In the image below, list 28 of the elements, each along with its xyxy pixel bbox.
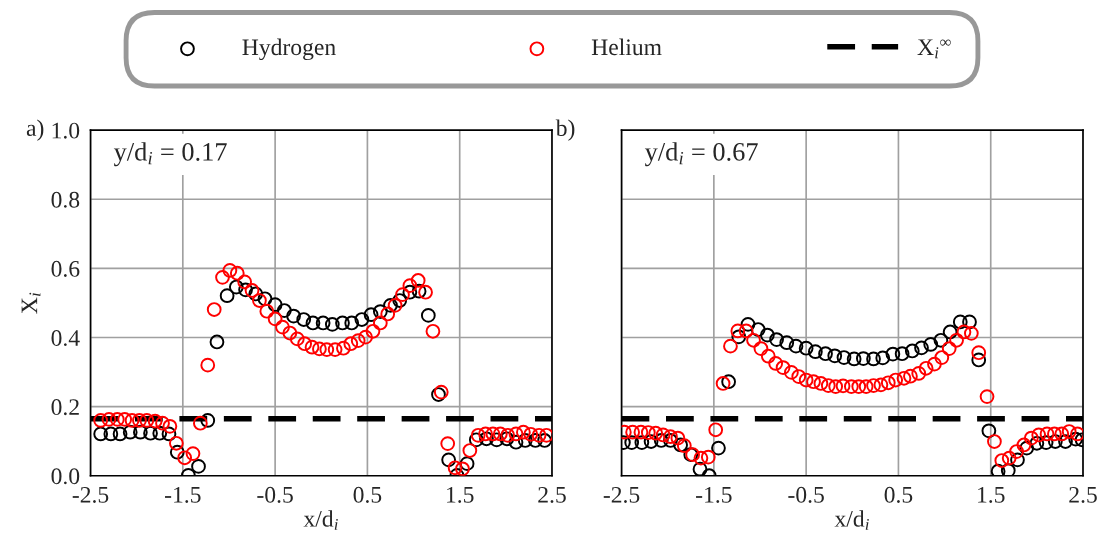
x-tick-label: 1.5 xyxy=(978,486,1005,503)
x-tick-label: 0.5 xyxy=(353,486,382,503)
y-tick-label: 0.8 xyxy=(51,191,80,208)
y-tick-label: 1.0 xyxy=(52,122,80,139)
x-tick-label: 0.5 xyxy=(884,486,913,503)
x-tick-label: 2.5 xyxy=(1069,486,1097,503)
x-tick-label: 2.5 xyxy=(538,486,566,503)
annotation: y/d$_{i}$ = 0.67 xyxy=(644,142,758,167)
legend-label: Helium xyxy=(591,38,662,56)
text: b) xyxy=(555,119,575,141)
y-tick-label: 0.2 xyxy=(51,399,79,416)
x-axis-title: x/d$_{i}$ xyxy=(834,510,869,530)
x-tick-label: -2.5 xyxy=(72,486,109,503)
x-tick-label: -1.5 xyxy=(696,486,732,503)
x-tick-label: 1.5 xyxy=(447,486,474,503)
legend-label: Hydrogen xyxy=(242,38,336,61)
legend-label: X$_{i}$$^{∞}$ xyxy=(917,39,951,59)
y-tick-label: 0.4 xyxy=(51,329,80,347)
y-axis-title: X$_{i}$ xyxy=(21,292,41,314)
x-tick-label: -0.5 xyxy=(788,486,824,503)
y-tick-label: 0.0 xyxy=(51,468,80,485)
y-tick-label: 0.6 xyxy=(51,260,80,277)
annotation: y/d$_{i}$ = 0.17 xyxy=(113,142,227,167)
x-tick-label: -0.5 xyxy=(257,486,293,503)
x-tick-label: -1.5 xyxy=(165,486,201,503)
x-tick-label: -2.5 xyxy=(603,486,640,503)
x-axis-title: x/d$_{i}$ xyxy=(303,510,338,530)
text: a) xyxy=(26,119,44,141)
